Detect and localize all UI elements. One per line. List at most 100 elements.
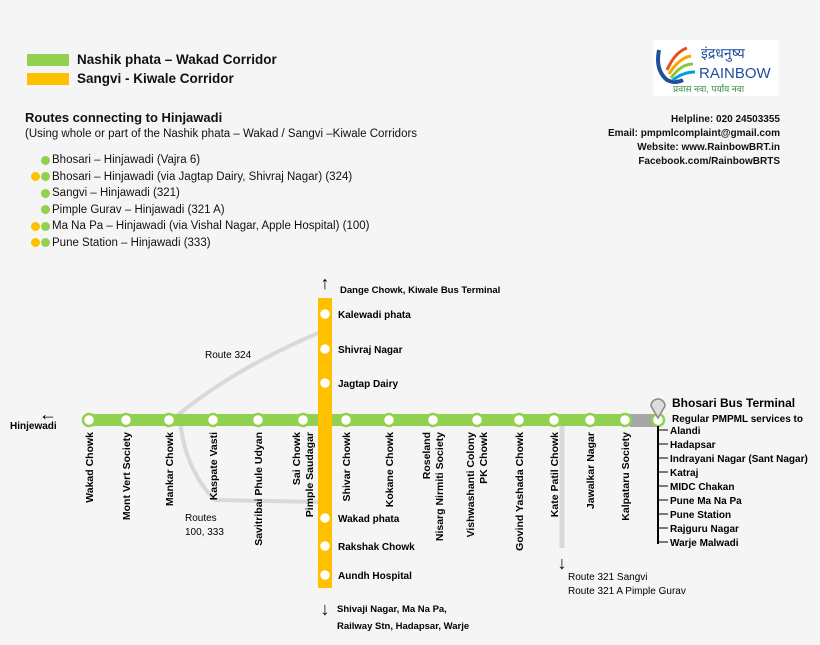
service-destination: Pune Station: [670, 510, 731, 521]
legend-label: Nashik phata – Wakad Corridor: [77, 52, 277, 67]
routes-title: Routes connecting to Hinjawadi: [25, 110, 223, 125]
station-marker: [295, 412, 311, 428]
station-marker: [161, 412, 177, 428]
route-321-label: Route 321 A Pimple Gurav: [568, 586, 686, 597]
station-marker: [617, 412, 633, 428]
green-dot-icon: [41, 205, 50, 215]
routes-label: Routes: [185, 513, 217, 524]
green-dot-icon: [41, 172, 50, 182]
arrow-left-icon: ←: [39, 404, 57, 424]
station-marker: [81, 412, 97, 428]
legend-orange: Sangvi - Kiwale Corridor: [27, 71, 234, 86]
station-label: Kaspate Vasti: [208, 432, 220, 500]
station-marker: [205, 412, 221, 428]
service-destination: Rajguru Nagar: [670, 524, 739, 535]
station-marker: [425, 412, 441, 428]
green-dot-icon: [41, 221, 50, 231]
station-label: Rakshak Chowk: [338, 542, 415, 553]
green-dot-icon: [41, 238, 50, 248]
facebook[interactable]: Facebook.com/RainbowBRTS: [638, 156, 780, 167]
contact-info: Helpline: 020 24503355 Email: pmpmlcompl…: [608, 113, 780, 169]
station-marker: [317, 567, 333, 583]
station-label: Jawalkar Nagar: [585, 432, 597, 509]
route-321-label: Route 321 Sangvi: [568, 572, 648, 583]
route-item: Ma Na Pa – Hinjawadi (via Vishal Nagar, …: [25, 218, 369, 235]
station-label: Jagtap Dairy: [338, 379, 398, 390]
route-list: Bhosari – Hinjawadi (Vajra 6) Bhosari – H…: [25, 152, 369, 251]
orange-dot-icon: [31, 172, 40, 182]
route-324-label: Route 324: [205, 350, 252, 361]
svg-text:RAINBOW: RAINBOW: [699, 65, 772, 82]
arrow-down-icon: ↓: [558, 553, 567, 573]
station-label: Pimple Saudagar: [304, 432, 316, 517]
terminal-name: Bhosari Bus Terminal: [672, 396, 795, 410]
west-end-label: Hinjewadi: [10, 421, 57, 432]
station-marker: [381, 412, 397, 428]
rainbow-logo-icon: इंद्रधनुष्य RAINBOW प्रवास नवा, पर्याय न…: [656, 45, 772, 94]
route-item: Bhosari – Hinjawadi (Vajra 6): [25, 152, 369, 169]
map-pin-icon: [650, 398, 666, 420]
route-label: Bhosari – Hinjawadi (Vajra 6): [52, 154, 201, 167]
route-item: Bhosari – Hinjawadi (via Jagtap Dairy, S…: [25, 169, 369, 186]
south-end-label: Shivaji Nagar, Ma Na Pa,: [337, 604, 447, 615]
station-marker: [317, 341, 333, 357]
arrow-down-icon: ↓: [321, 599, 330, 619]
station-label: Kalewadi phata: [338, 310, 411, 321]
route-label: Ma Na Pa – Hinjawadi (via Vishal Nagar, …: [52, 220, 370, 233]
station-label: Kalpataru Society: [620, 432, 632, 521]
green-swatch: [27, 53, 69, 66]
green-dot-icon: [41, 188, 50, 198]
terminal-link: [630, 414, 656, 427]
website[interactable]: Website: www.RainbowBRT.in: [637, 142, 780, 153]
route-324-connector: [170, 328, 326, 422]
station-label: PK Chowk: [478, 432, 490, 484]
station-label: Vishwashanti Colony: [465, 432, 477, 538]
email[interactable]: Email: pmpmlcomplaint@gmail.com: [607, 128, 780, 139]
station-marker: [546, 412, 562, 428]
routes-100-333-connector: [178, 419, 326, 504]
station-label: Shivar Chowk: [341, 432, 353, 502]
legend-label: Sangvi - Kiwale Corridor: [77, 71, 234, 86]
routes-label: 100, 333: [185, 527, 224, 538]
service-destination: Alandi: [670, 426, 701, 437]
service-destination: Hadapsar: [670, 440, 716, 451]
station-marker: [317, 538, 333, 554]
station-label: Mankar Chowk: [164, 432, 176, 506]
orange-dot-icon: [31, 238, 40, 248]
station-label: Sai Chowk: [291, 432, 303, 485]
station-marker: [317, 510, 333, 526]
helpline: Helpline: 020 24503355: [671, 114, 780, 125]
station-marker: [469, 412, 485, 428]
service-destination: Katraj: [670, 468, 699, 479]
route-item: Sangvi – Hinjawadi (321): [25, 185, 369, 202]
station-label: Kate Patil Chowk: [549, 432, 561, 517]
orange-dot-icon: [31, 221, 40, 231]
station-marker: [250, 412, 266, 428]
rainbow-logo: इंद्रधनुष्य RAINBOW प्रवास नवा, पर्याय न…: [653, 40, 779, 96]
route-label: Bhosari – Hinjawadi (via Jagtap Dairy, S…: [52, 170, 353, 183]
station-label: Mont Vert Society: [121, 432, 133, 520]
service-destination: Indrayani Nagar (Sant Nagar): [670, 454, 808, 465]
station-label: Govind Yashada Chowk: [514, 432, 526, 551]
station-marker: [118, 412, 134, 428]
route-label: Pimple Gurav – Hinjawadi (321 A): [52, 203, 225, 216]
station-marker: [338, 412, 354, 428]
service-destination: Pune Ma Na Pa: [670, 496, 742, 507]
station-label: Savitribai Phule Udyan: [253, 432, 265, 546]
legend-green: Nashik phata – Wakad Corridor: [27, 52, 277, 67]
station-marker: [317, 306, 333, 322]
station-label: Shivraj Nagar: [338, 345, 403, 356]
station-label: Roseland: [421, 432, 433, 479]
south-end-label: Railway Stn, Hadapsar, Warje: [337, 621, 469, 632]
station-marker: [317, 375, 333, 391]
station-label: Nisarg Nirmiti Society: [434, 432, 446, 541]
station-label: Aundh Hospital: [338, 571, 412, 582]
station-label: Wakad Chowk: [84, 432, 96, 503]
service-destination: Warje Malwadi: [670, 538, 739, 549]
route-item: Pune Station – Hinjawadi (333): [25, 235, 369, 252]
svg-text:इंद्रधनुष्य: इंद्रधनुष्य: [701, 45, 746, 62]
station-label: Kokane Chowk: [384, 432, 396, 507]
green-dot-icon: [41, 155, 50, 165]
route-label: Pune Station – Hinjawadi (333): [52, 236, 211, 249]
